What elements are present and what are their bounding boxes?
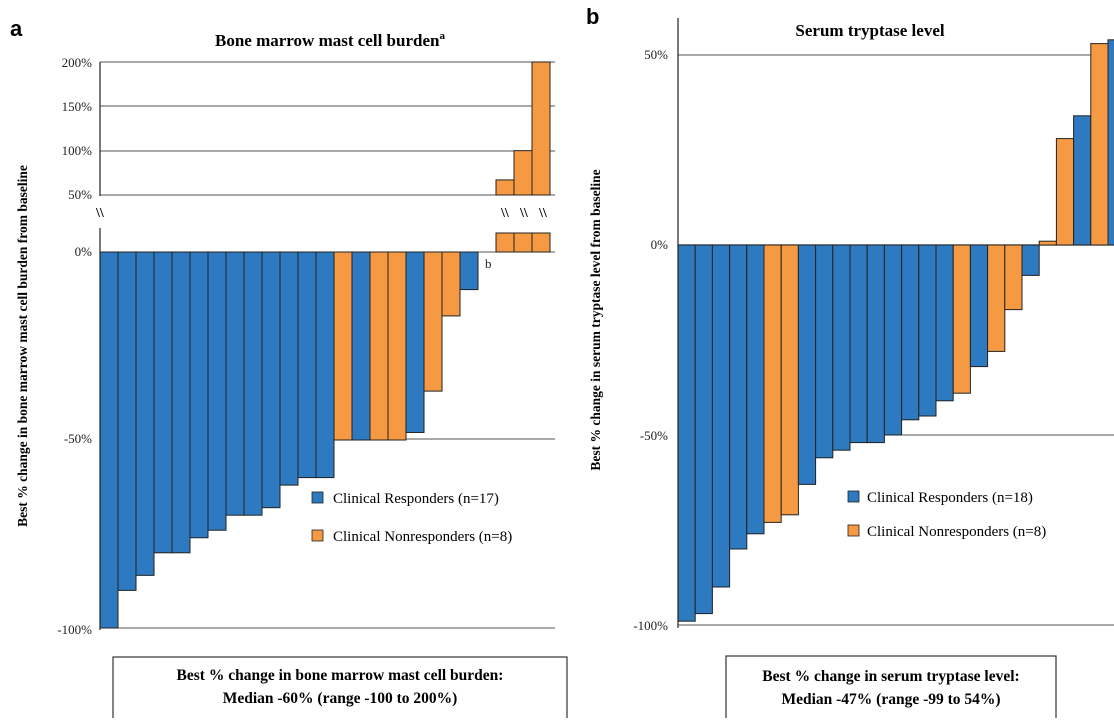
panel-b-bar (729, 244, 748, 550)
panel-b-ytick-50: 50% (644, 47, 668, 62)
panel-b-ytick-minus100: -100% (633, 618, 668, 633)
panel-a-bar (189, 251, 209, 539)
panel-b-bar (797, 244, 817, 485)
panel-b-bar (711, 244, 731, 588)
panel-b-bar (935, 244, 954, 402)
panel-a-bar-base (513, 232, 533, 253)
panel-a-legend-label-responder: Clinical Responders (n=17) (333, 491, 499, 507)
panel-a-bar (495, 179, 515, 196)
panel-b-bar (1107, 39, 1114, 246)
panel-b-bar (883, 244, 903, 436)
panel-b-bar (918, 244, 937, 417)
panel-b-bar (901, 244, 920, 421)
panel-b-bar (1004, 244, 1023, 311)
panel-a-bar-break-mark: \\ (519, 206, 529, 221)
panel-a-legend-label-nonresponder: Clinical Nonresponders (n=8) (333, 529, 512, 545)
panel-b: b Serum tryptase level 50% 0% -50% -100%… (586, 4, 1114, 723)
panel-b-bar (969, 244, 989, 368)
panel-a-bars (99, 61, 551, 629)
panel-a-summary-box (112, 656, 568, 723)
panel-a-ytick-minus100: -100% (57, 622, 92, 637)
panel-a-ytick-50: 50% (68, 187, 92, 202)
panel-b-bar (866, 244, 885, 444)
panel-b-bar (1073, 115, 1092, 246)
panel-a-ylabel: Best % change in bone marrow mast cell b… (15, 165, 30, 527)
panel-a-bar (531, 61, 551, 196)
panel-b-bar (677, 244, 696, 622)
panel-b-bar (763, 244, 782, 523)
panel-a-bar (225, 251, 245, 516)
panel-a: a Bone marrow mast cell burdena 200% 150… (10, 16, 568, 723)
panel-b-ylabel: Best % change in serum tryptase level fr… (588, 169, 603, 470)
panel-a-bar (369, 251, 389, 441)
panel-a-ytick-200: 200% (62, 55, 93, 70)
panel-b-legend-label-nonresponder: Clinical Nonresponders (n=8) (867, 524, 1046, 540)
panel-a-summary-line-1: Best % change in bone marrow mast cell b… (177, 667, 504, 684)
panel-a-bar (117, 251, 137, 591)
panel-a-bar (207, 251, 227, 531)
panel-b-bars (677, 39, 1114, 622)
panel-a-bar-base (531, 232, 551, 253)
panel-a-bar (261, 251, 281, 509)
panel-a-bar (135, 251, 155, 576)
panel-a-bar-base (495, 232, 515, 253)
panel-b-legend-swatch-responder (847, 490, 860, 503)
panel-a-bar (351, 251, 371, 441)
panel-a-annotation-b: b (485, 256, 492, 271)
panel-b-bar (849, 244, 868, 444)
panel-b-bar (1055, 138, 1075, 246)
panel-a-ytick-150: 150% (62, 99, 93, 114)
panel-a-axis-break-mark: \\ (95, 206, 105, 221)
panel-a-bar (423, 251, 443, 392)
panel-b-bar (694, 244, 713, 615)
panel-b-letter: b (586, 4, 599, 29)
panel-a-title: Bone marrow mast cell burdena (215, 30, 445, 50)
panel-a-bar (171, 251, 191, 554)
panel-b-bar (832, 244, 851, 451)
panel-a-legend-swatch-responder (311, 491, 324, 504)
panel-b-legend: Clinical Responders (n=18) Clinical Nonr… (847, 490, 1046, 540)
panel-a-legend-swatch-nonresponder (311, 529, 324, 542)
panel-b-summary-box (725, 655, 1057, 723)
panel-a-bar-break-mark: \\ (538, 206, 548, 221)
panel-b-bar (952, 244, 971, 394)
panel-b-ytick-minus50: -50% (640, 428, 668, 443)
panel-a-bar (153, 251, 173, 554)
panel-a-bar (99, 251, 119, 629)
panel-a-ytick-0: 0% (75, 244, 93, 259)
panel-a-bar (459, 251, 479, 291)
panel-b-bar (780, 244, 799, 516)
panel-a-bar (387, 251, 407, 441)
panel-b-title: Serum tryptase level (795, 21, 944, 40)
panel-a-bar (315, 251, 335, 479)
panel-a-bar (405, 251, 425, 433)
panel-b-summary-line-1: Best % change in serum tryptase level: (762, 668, 1019, 685)
panel-a-legend: Clinical Responders (n=17) Clinical Nonr… (311, 491, 512, 545)
panel-a-letter: a (10, 16, 23, 41)
panel-a-bar (333, 251, 353, 441)
panel-a-bar (441, 251, 461, 317)
panel-a-bar (297, 251, 317, 479)
panel-a-summary-line-2: Median -60% (range -100 to 200%) (223, 690, 458, 707)
panel-b-bar (987, 244, 1006, 352)
panel-a-bar-break-mark: \\ (500, 206, 510, 221)
panel-a-bar (279, 251, 299, 486)
panel-b-bar (815, 244, 834, 459)
panel-b-bar (1090, 43, 1109, 246)
panel-b-bar (1021, 244, 1040, 276)
panel-b-ytick-0: 0% (651, 237, 669, 252)
panel-b-legend-swatch-nonresponder (847, 524, 860, 537)
panel-b-summary-line-2: Median -47% (range -99 to 54%) (781, 691, 1000, 708)
panel-a-ytick-minus50: -50% (64, 431, 92, 446)
panel-a-bar (243, 251, 263, 516)
panel-a-ytick-100: 100% (62, 143, 93, 158)
panel-b-legend-label-responder: Clinical Responders (n=18) (867, 490, 1033, 506)
panel-b-bar (746, 244, 765, 535)
panel-b-bar (1038, 240, 1057, 246)
panel-a-bar (513, 150, 533, 196)
